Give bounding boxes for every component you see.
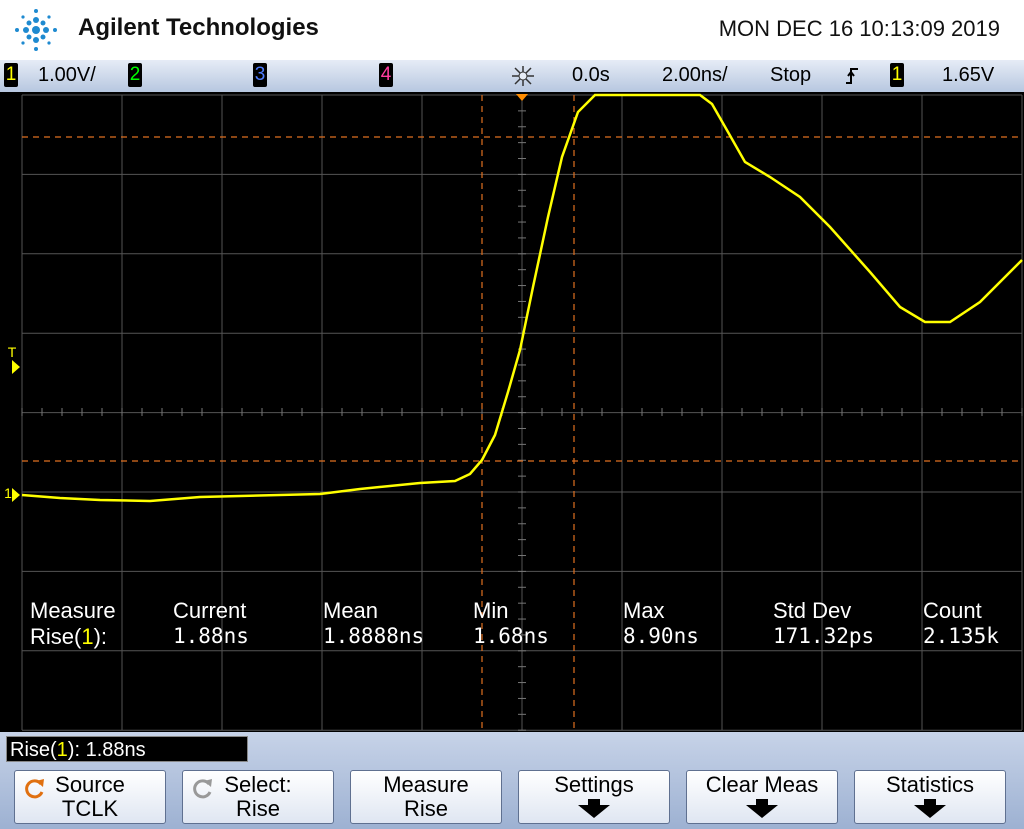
measurement-value: 1.68ns (473, 624, 549, 648)
waveform (21, 93, 1023, 503)
softkey[interactable]: Statistics (854, 770, 1006, 824)
softkey[interactable]: Settings (518, 770, 670, 824)
entry-knob-icon (25, 779, 44, 799)
measurement-header: Current (173, 598, 247, 623)
trigger-level: 1.65V (942, 64, 995, 86)
header: Agilent Technologies MON DEC 16 10:13:09… (0, 0, 1024, 60)
status-bar: 1 1.00V/ 2 3 4 0.0s 2.00ns/ Stop 1 1.65V (0, 60, 1024, 92)
entry-knob-icon (193, 779, 212, 799)
channel-1-scale: 1.00V/ (38, 64, 96, 86)
softkey-bar: Rise(1): 1.88ns Source TCLK Select: Rise Mea… (0, 732, 1024, 829)
trigger-arrow (12, 360, 20, 374)
softkey-arrow (746, 799, 778, 818)
waveform-display: T 1 (4, 93, 1023, 731)
measurement-header: Max (623, 598, 665, 623)
knob-arrow (36, 779, 44, 787)
channel-4-badge[interactable]: 4 (379, 63, 393, 87)
softkey-line1: Source (55, 772, 125, 797)
softkey-line1: Statistics (885, 772, 975, 797)
row-label-suffix: ): (93, 624, 108, 649)
brand: Agilent Technologies (78, 14, 319, 41)
channel-1-badge[interactable]: 1 (4, 63, 18, 87)
knob-arrow (204, 779, 212, 787)
measurement-header: Measure (30, 598, 116, 623)
delay: 0.0s (572, 64, 610, 86)
measurement-header: Mean (323, 598, 379, 623)
arrow (578, 799, 610, 818)
softkey-line1: Clear Meas (705, 772, 819, 797)
timebase: 2.00ns/ (662, 64, 728, 86)
arrow (746, 799, 778, 818)
softkey[interactable]: Measure Rise (350, 770, 502, 824)
softkey-line1: Settings (554, 772, 634, 797)
measurement-row-label: Rise(1): (30, 624, 107, 650)
logo (15, 9, 57, 51)
channel-marker: 1 (4, 485, 12, 501)
measurement-header: Std Dev (773, 598, 852, 623)
trigger-source-badge: 1 (890, 63, 904, 87)
measurement-value: 1.88ns (173, 624, 249, 648)
softkey-line2: TCLK (61, 796, 119, 821)
softkey-line2: Rise (235, 796, 280, 821)
measurement-header: Min (473, 598, 509, 623)
arrow (914, 799, 946, 818)
status-line-channel: 1 (56, 739, 68, 761)
row-label-channel: 1 (81, 624, 94, 649)
status-line-prefix: Rise( (10, 739, 57, 761)
status-line-suffix: ): 1.88ns (67, 739, 146, 761)
measurement-value: 1.8888ns (323, 624, 425, 648)
measurement-value: 2.135k (923, 624, 999, 648)
status-line: Rise(1): 1.88ns (6, 736, 248, 762)
channel-arrow (12, 488, 20, 502)
measurement-value: 171.32ps (773, 624, 875, 648)
softkey-arrow (578, 799, 610, 818)
softkey[interactable]: Source TCLK (14, 770, 166, 824)
row-label-prefix: Rise( (30, 624, 82, 649)
trigger-marker: T (8, 344, 17, 360)
softkey-arrow (914, 799, 946, 818)
softkey[interactable]: Select: Rise (182, 770, 334, 824)
trigger-icon (512, 66, 534, 86)
run-state: Stop (770, 64, 812, 86)
softkey[interactable]: Clear Meas (686, 770, 838, 824)
channel-3-badge[interactable]: 3 (253, 63, 267, 87)
trigger-position (516, 94, 528, 101)
edge-icon (846, 68, 858, 84)
softkey-line1: Select: (224, 772, 292, 797)
measurement-header: Count (923, 598, 982, 623)
channel-2-badge[interactable]: 2 (128, 63, 142, 87)
datetime: MON DEC 16 10:13:09 2019 (718, 16, 1000, 41)
softkey-line2: Rise (403, 796, 448, 821)
softkey-line1: Measure (383, 772, 469, 797)
measurement-value: 8.90ns (623, 624, 699, 648)
